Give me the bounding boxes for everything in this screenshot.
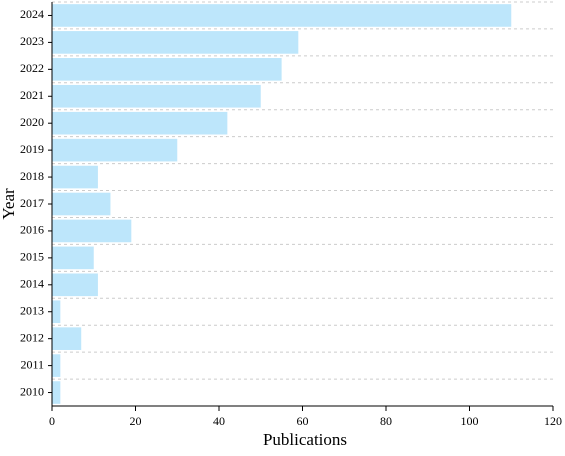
y-tick-label: 2021 — [20, 88, 44, 102]
x-tick-label: 120 — [544, 414, 562, 428]
bar — [52, 4, 512, 27]
bar — [52, 165, 98, 189]
y-tick-label: 2020 — [20, 115, 44, 129]
y-tick-label: 2013 — [20, 303, 44, 317]
bar — [52, 111, 228, 135]
y-tick-label: 2014 — [20, 277, 44, 291]
bar — [52, 354, 61, 377]
bar — [52, 192, 111, 216]
x-tick-label: 0 — [49, 414, 55, 428]
x-tick-label: 100 — [461, 414, 479, 428]
y-tick-label: 2017 — [20, 196, 44, 210]
y-tick-label: 2010 — [20, 384, 44, 398]
y-tick-label: 2016 — [20, 223, 44, 237]
y-tick-label: 2018 — [20, 169, 44, 183]
y-axis-title: Year — [0, 188, 18, 220]
y-tick-label: 2011 — [20, 357, 44, 371]
y-tick-label: 2022 — [20, 61, 44, 75]
x-tick-label: 40 — [213, 414, 225, 428]
bar — [52, 300, 61, 324]
y-tick-label: 2015 — [20, 250, 44, 264]
bar — [52, 219, 132, 243]
x-axis-title: Publications — [263, 430, 347, 449]
bar — [52, 246, 94, 270]
y-tick-label: 2024 — [20, 7, 44, 21]
y-tick-label: 2012 — [20, 330, 44, 344]
bar — [52, 273, 98, 297]
x-tick-label: 60 — [297, 414, 309, 428]
bar — [52, 138, 178, 162]
x-tick-label: 80 — [380, 414, 392, 428]
bar — [52, 84, 261, 108]
bar — [52, 381, 61, 404]
bar — [52, 31, 299, 54]
y-tick-label: 2023 — [20, 34, 44, 48]
y-tick-label: 2019 — [20, 142, 44, 156]
bar — [52, 327, 82, 350]
x-tick-label: 20 — [130, 414, 142, 428]
bar — [52, 58, 282, 81]
